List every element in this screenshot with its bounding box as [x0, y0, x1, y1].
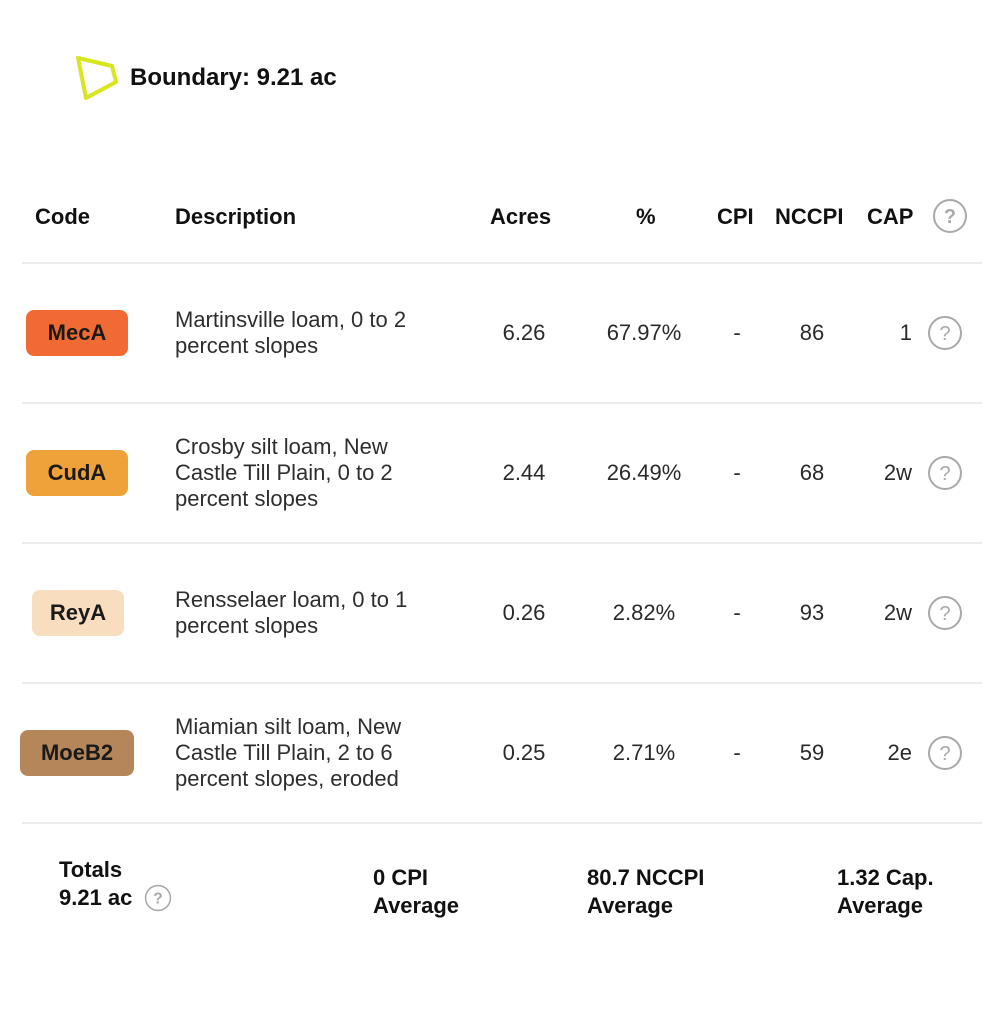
cap-value: 2w [883, 460, 912, 485]
question-circle-icon: ? [928, 456, 962, 490]
nccpi-value: 86 [799, 320, 825, 345]
table-row[interactable]: MoeB2 Miamian silt loam, New Castle Till… [20, 684, 982, 824]
acres-value: 0.25 [502, 740, 546, 765]
cap-help-button[interactable]: ? [927, 404, 963, 542]
boundary-label: Boundary: 9.21 ac [130, 64, 337, 91]
totals-cap-average: 1.32 Cap. Average [837, 865, 934, 918]
svg-text:?: ? [154, 890, 164, 907]
soil-table: Code Description Acres % CPI NCCPI CAP ?… [20, 180, 982, 824]
boundary-summary: Boundary: 9.21 ac [74, 52, 337, 104]
header-percent: % [636, 204, 656, 229]
totals-cpi-average: 0 CPI Average [373, 865, 460, 918]
table-row[interactable]: CudA Crosby silt loam, New Castle Till P… [22, 404, 982, 544]
nccpi-value: 68 [799, 460, 825, 485]
table-row[interactable]: ReyA Rensselaer loam, 0 to 1 percent slo… [22, 544, 982, 684]
cpi-value: - [733, 460, 741, 485]
cpi-value: - [733, 740, 741, 765]
soil-description: Rensselaer loam, 0 to 1 percent slopes [175, 587, 408, 638]
header-cap: CAP [867, 204, 914, 229]
percent-value: 67.97% [606, 320, 682, 345]
totals-summary: Totals 9.21 ac ? 0 CPI Average 80.7 NCCP… [22, 840, 982, 940]
svg-text:?: ? [944, 206, 956, 228]
soil-description: Martinsville loam, 0 to 2 percent slopes [175, 307, 407, 358]
table-row[interactable]: MecA Martinsville loam, 0 to 2 percent s… [22, 264, 982, 404]
percent-value: 2.82% [612, 600, 676, 625]
cpi-value: - [733, 600, 741, 625]
question-circle-icon: ? [928, 596, 962, 630]
question-circle-icon: ? [928, 316, 962, 350]
soil-description: Miamian silt loam, New Castle Till Plain… [175, 714, 402, 791]
totals-nccpi-average: 80.7 NCCPI Average [587, 865, 705, 918]
soil-code-badge: MoeB2 [20, 730, 134, 776]
acres-value: 6.26 [502, 320, 546, 345]
question-circle-icon: ? [933, 199, 967, 233]
totals-label: Totals [59, 857, 123, 882]
header-cpi: CPI [717, 204, 754, 229]
percent-value: 2.71% [612, 740, 676, 765]
nccpi-value: 93 [799, 600, 825, 625]
soil-description: Crosby silt loam, New Castle Till Plain,… [175, 434, 393, 511]
table-header: Code Description Acres % CPI NCCPI CAP ? [22, 180, 982, 264]
question-circle-icon: ? [145, 884, 172, 912]
svg-text:?: ? [939, 463, 950, 485]
totals-acres: Totals 9.21 ac ? [59, 856, 172, 912]
cap-help-button[interactable]: ? [927, 684, 963, 822]
acres-value: 2.44 [502, 460, 546, 485]
question-circle-icon: ? [928, 736, 962, 770]
totals-help-button[interactable]: ? [144, 884, 172, 912]
svg-text:?: ? [939, 743, 950, 765]
soil-code-badge: ReyA [32, 590, 124, 636]
cpi-value: - [733, 320, 741, 345]
header-code: Code [35, 204, 90, 229]
cap-value: 1 [899, 320, 912, 345]
svg-text:?: ? [939, 323, 950, 345]
header-acres: Acres [490, 204, 552, 229]
totals-acres-value: 9.21 ac [59, 885, 133, 910]
cap-help-button[interactable]: ? [927, 264, 963, 402]
header-nccpi: NCCPI [775, 204, 844, 229]
header-description: Description [175, 204, 297, 229]
soil-code-badge: CudA [26, 450, 128, 496]
nccpi-value: 59 [799, 740, 825, 765]
cap-value: 2w [883, 600, 912, 625]
cap-value: 2e [887, 740, 912, 765]
cap-help-button[interactable]: ? [927, 544, 963, 682]
percent-value: 26.49% [606, 460, 682, 485]
acres-value: 0.26 [502, 600, 546, 625]
soil-code-badge: MecA [26, 310, 128, 356]
header-help-button[interactable]: ? [932, 198, 968, 234]
polygon-boundary-icon [76, 56, 118, 100]
svg-text:?: ? [939, 603, 950, 625]
